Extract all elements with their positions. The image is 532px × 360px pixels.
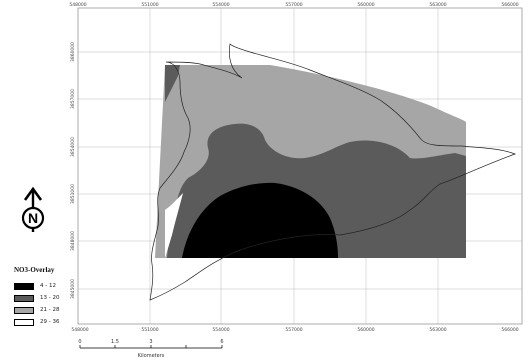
x-tick-bottom: 557000	[285, 327, 302, 333]
x-tick: 554000	[212, 2, 229, 8]
zone-13-20-corner	[165, 65, 180, 102]
x-axis-ticks: 548000 551000 554000 557000 560000 56300…	[69, 2, 518, 333]
x-tick: 557000	[285, 2, 302, 8]
x-tick-bottom: 566000	[501, 327, 518, 333]
scale-unit-label: Kilometers	[138, 353, 165, 359]
north-letter: N	[28, 210, 38, 226]
scale-bar: 0 1.5 3 6 Kilometers	[78, 339, 223, 359]
y-tick: 3851000	[70, 184, 76, 204]
legend-item: 13 - 20	[14, 295, 74, 303]
y-axis-ticks: 3860000 3857000 3854000 3851000 3848000 …	[70, 42, 76, 299]
x-tick-bottom: 548000	[71, 327, 88, 333]
legend-label: 21 - 28	[40, 307, 60, 313]
x-tick: 551000	[141, 2, 158, 8]
x-tick-bottom: 563000	[429, 327, 446, 333]
x-tick-bottom: 554000	[212, 327, 229, 333]
y-tick: 3848000	[70, 231, 76, 251]
x-tick-bottom: 560000	[357, 327, 374, 333]
legend-swatch	[14, 295, 34, 302]
zone-4-12	[182, 182, 338, 258]
north-arrow-icon: N	[21, 186, 45, 232]
study-area-boundary	[149, 43, 516, 301]
x-tick: 560000	[357, 2, 374, 8]
y-tick: 3854000	[70, 137, 76, 157]
x-tick: 548000	[69, 2, 86, 8]
legend-swatch	[14, 319, 34, 326]
legend-item: 29 - 36	[14, 319, 74, 327]
x-tick: 566000	[501, 2, 518, 8]
map-frame	[77, 7, 523, 325]
scale-tick-label: 3	[149, 339, 152, 345]
x-tick: 563000	[429, 2, 446, 8]
y-tick: 3860000	[70, 42, 76, 62]
legend-label: 4 - 12	[40, 283, 56, 289]
scale-tick-label: 6	[220, 339, 223, 345]
legend-item: 4 - 12	[14, 283, 74, 291]
scale-tick-label: 0	[78, 339, 81, 345]
legend-label: 29 - 36	[40, 319, 60, 325]
legend-label: 13 - 20	[40, 295, 60, 301]
legend-title: NO3-Overlay	[14, 266, 55, 274]
x-tick-bottom: 551000	[141, 327, 158, 333]
legend-swatch	[14, 307, 34, 314]
legend-item: 21 - 28	[14, 307, 74, 315]
scale-tick-label: 1.5	[111, 339, 119, 345]
zone-29-36	[165, 193, 183, 258]
legend-swatch	[14, 283, 34, 290]
y-tick: 3857000	[70, 89, 76, 109]
y-tick: 3845000	[70, 279, 76, 299]
